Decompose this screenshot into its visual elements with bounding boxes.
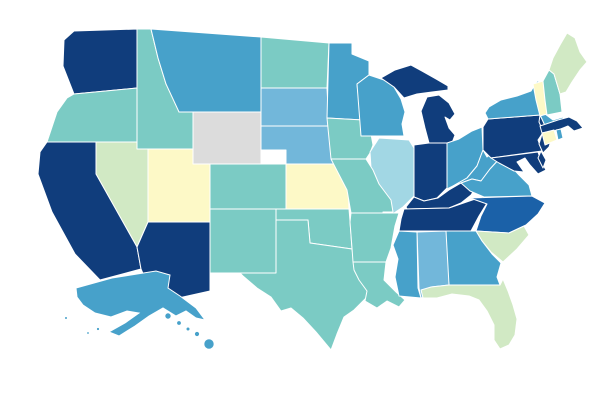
state-delaware[interactable] [537, 150, 547, 169]
state-wisconsin[interactable] [356, 74, 406, 137]
state-north-dakota[interactable] [260, 36, 330, 89]
state-oregon[interactable] [46, 87, 138, 143]
state-north-carolina[interactable] [469, 195, 546, 234]
state-wyoming[interactable] [192, 111, 262, 165]
state-arkansas[interactable] [349, 212, 400, 263]
state-washington[interactable] [62, 28, 138, 95]
state-pennsylvania[interactable] [482, 114, 547, 159]
state-louisiana[interactable] [352, 261, 406, 309]
state-hawaii[interactable] [164, 312, 215, 350]
state-colorado[interactable] [209, 163, 287, 210]
state-alaska[interactable] [64, 270, 207, 337]
state-tennessee[interactable] [398, 195, 488, 232]
state-south-dakota[interactable] [260, 87, 330, 127]
state-california[interactable] [37, 141, 142, 281]
state-maine[interactable] [548, 32, 588, 95]
state-michigan[interactable] [380, 64, 456, 144]
state-connecticut[interactable] [541, 129, 558, 146]
state-indiana[interactable] [413, 142, 448, 202]
state-rhode-island[interactable] [555, 128, 564, 141]
state-mississippi[interactable] [392, 230, 422, 299]
state-new-mexico[interactable] [209, 208, 277, 274]
state-florida[interactable] [420, 278, 518, 350]
